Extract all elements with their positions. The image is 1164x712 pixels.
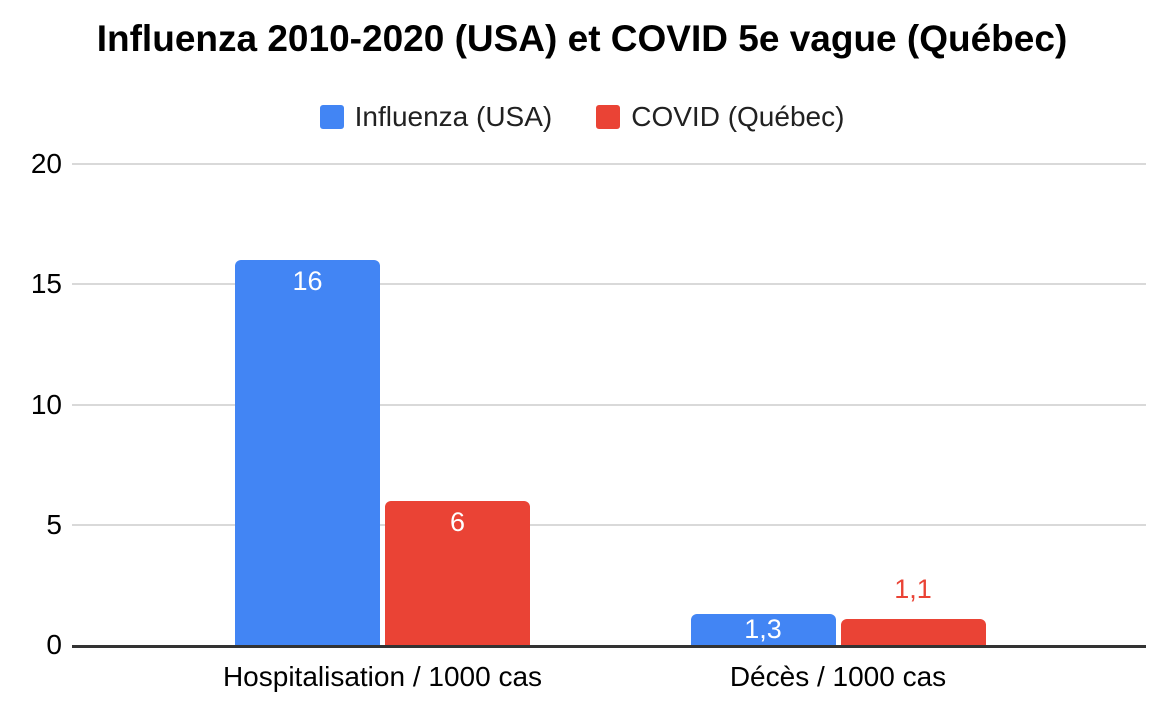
y-axis-tick-label: 5 — [46, 508, 62, 540]
bar-value-label: 1,1 — [894, 573, 932, 604]
legend-swatch-covid-icon — [596, 105, 621, 129]
bar — [840, 618, 986, 645]
bar-value-label: 6 — [449, 506, 466, 537]
y-axis-tick-label: 15 — [30, 268, 62, 300]
chart-title: Influenza 2010-2020 (USA) et COVID 5e va… — [96, 18, 1068, 59]
legend-item-influenza: Influenza (USA) — [319, 101, 553, 133]
y-axis-tick-label: 10 — [30, 388, 62, 420]
legend-swatch-influenza-icon — [319, 105, 344, 129]
legend-label-influenza: Influenza (USA) — [354, 101, 553, 132]
y-axis-tick-label: 0 — [46, 629, 62, 660]
bar — [235, 260, 380, 645]
bar-value-label: 16 — [292, 266, 323, 297]
legend-label-covid: COVID (Québec) — [631, 101, 845, 132]
gridline — [72, 163, 1146, 165]
legend-item-covid: COVID (Québec) — [596, 101, 844, 133]
gridline — [72, 283, 1146, 286]
legend: Influenza (USA) COVID (Québec) — [0, 101, 1164, 133]
x-axis-line — [72, 645, 1146, 648]
gridline — [72, 523, 1146, 526]
bar — [385, 500, 530, 645]
bar-value-label: 1,3 — [744, 614, 782, 645]
x-axis-category-label: Décès / 1000 cas — [729, 661, 947, 692]
gridline — [72, 403, 1146, 406]
y-axis-tick-label: 20 — [30, 148, 62, 179]
bar — [690, 613, 836, 645]
x-axis-category-label: Hospitalisation / 1000 cas — [222, 661, 543, 692]
